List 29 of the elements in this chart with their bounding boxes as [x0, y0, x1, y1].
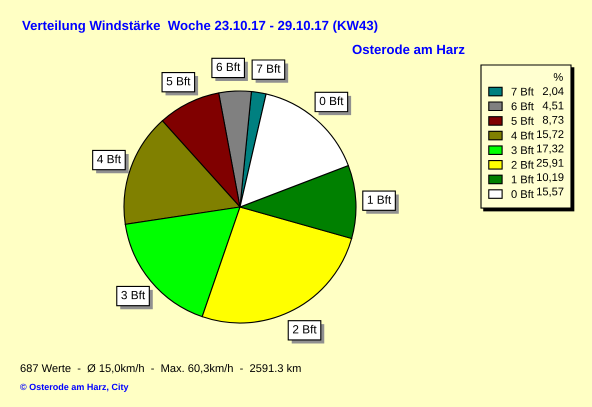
data-label: 10,19 — [537, 173, 564, 182]
text: © Osterode am Harz, City — [20, 383, 128, 392]
legend-label: 4 Bft — [511, 131, 534, 140]
data-label: 15,57 — [537, 188, 564, 197]
data-label: 8,73 — [542, 116, 564, 126]
slice-label: 3 Bft — [121, 290, 146, 300]
chart-subtitle: Osterode am Harz — [352, 44, 464, 54]
data-label: 17,32 — [537, 144, 564, 154]
slice-label: 7 Bft — [256, 64, 280, 73]
slice-label: 2 Bft — [292, 324, 317, 334]
slice-label: 4 Bft — [97, 154, 121, 164]
data-label: 4,51 — [542, 102, 564, 111]
legend-label: 2 Bft — [512, 160, 534, 169]
slice-label: 1 Bft — [368, 195, 392, 204]
data-label: 25,91 — [536, 158, 564, 168]
slice-label: 5 Bft — [166, 76, 190, 86]
legend-label: 3 Bft — [511, 146, 534, 154]
legend-label: 0 Bft — [511, 190, 534, 198]
text: 687 Werte - Ø 15,0km/h - Max. 60,3km/h - 2591.3 km — [20, 364, 301, 374]
data-label: 15,72 — [537, 130, 564, 140]
legend-label: 7 Bft — [512, 87, 534, 96]
legend-label: 5 Bft — [511, 116, 534, 125]
chart-title: Verteilung Windstärke Woche 23.10.17 - 29.10.17 (KW43) — [22, 20, 378, 33]
legend-title: % — [554, 73, 563, 81]
slice-label: 0 Bft — [320, 96, 344, 106]
data-label: 2,04 — [542, 87, 564, 96]
slice-label: 6 Bft — [216, 62, 240, 72]
legend-label: 6 Bft — [512, 102, 534, 110]
legend-label: 1 Bft — [512, 175, 534, 184]
